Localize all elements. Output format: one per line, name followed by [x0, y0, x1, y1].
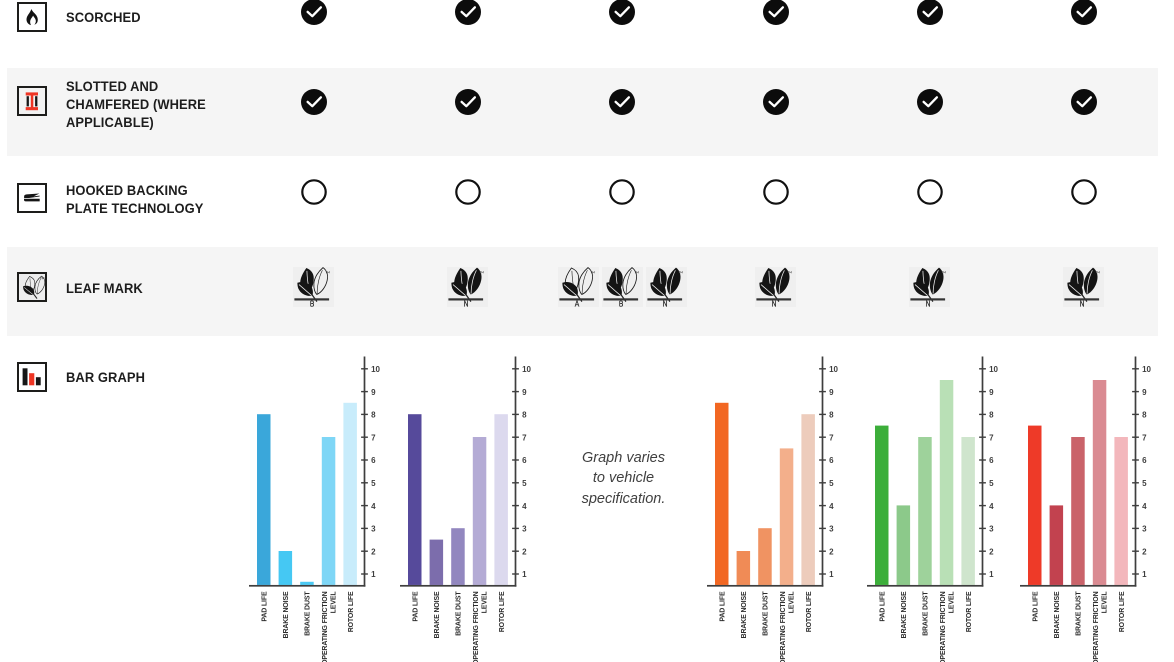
svg-text:OPERATING FRICTION: OPERATING FRICTION	[1093, 591, 1100, 662]
svg-text:LEVEL: LEVEL	[482, 591, 489, 614]
svg-text:3: 3	[1142, 525, 1147, 534]
svg-text:8: 8	[989, 411, 994, 420]
svg-text:BRAKE NOISE: BRAKE NOISE	[901, 591, 908, 638]
svg-text:5: 5	[829, 479, 834, 488]
svg-text:6: 6	[829, 456, 834, 465]
svg-text:4: 4	[1142, 502, 1147, 511]
svg-text:10: 10	[371, 365, 380, 374]
svg-text:10: 10	[522, 365, 531, 374]
svg-text:2: 2	[371, 547, 376, 556]
svg-text:1: 1	[989, 570, 994, 579]
svg-text:1: 1	[522, 570, 527, 579]
svg-text:PAD LIFE: PAD LIFE	[719, 591, 726, 622]
svg-text:OPERATING FRICTION: OPERATING FRICTION	[322, 591, 329, 662]
svg-text:3: 3	[989, 525, 994, 534]
svg-text:8: 8	[371, 411, 376, 420]
svg-text:10: 10	[989, 365, 998, 374]
svg-text:4: 4	[829, 502, 834, 511]
svg-text:PAD LIFE: PAD LIFE	[413, 591, 420, 622]
svg-text:PAD LIFE: PAD LIFE	[879, 591, 886, 622]
svg-text:6: 6	[371, 456, 376, 465]
svg-text:OPERATING FRICTION: OPERATING FRICTION	[473, 591, 480, 662]
svg-text:1: 1	[829, 570, 834, 579]
svg-text:5: 5	[989, 479, 994, 488]
svg-text:5: 5	[522, 479, 527, 488]
svg-text:ROTOR LIFE: ROTOR LIFE	[965, 591, 972, 632]
svg-text:4: 4	[989, 502, 994, 511]
svg-text:3: 3	[371, 525, 376, 534]
svg-text:7: 7	[522, 433, 527, 442]
svg-text:2: 2	[829, 547, 834, 556]
svg-text:8: 8	[522, 411, 527, 420]
svg-text:8: 8	[1142, 411, 1147, 420]
svg-text:7: 7	[829, 433, 834, 442]
svg-text:7: 7	[371, 433, 376, 442]
svg-text:ROTOR LIFE: ROTOR LIFE	[348, 591, 355, 632]
svg-text:4: 4	[522, 502, 527, 511]
svg-text:5: 5	[371, 479, 376, 488]
svg-text:9: 9	[371, 388, 376, 397]
svg-text:1: 1	[371, 570, 376, 579]
svg-text:3: 3	[522, 525, 527, 534]
svg-text:LEVEL: LEVEL	[789, 591, 796, 614]
svg-text:9: 9	[989, 388, 994, 397]
svg-text:OPERATING FRICTION: OPERATING FRICTION	[780, 591, 787, 662]
svg-text:9: 9	[1142, 388, 1147, 397]
svg-text:BRAKE DUST: BRAKE DUST	[763, 591, 770, 636]
svg-text:BRAKE DUST: BRAKE DUST	[1076, 591, 1083, 636]
svg-text:6: 6	[989, 456, 994, 465]
svg-text:LEVEL: LEVEL	[948, 591, 955, 614]
svg-text:5: 5	[1142, 479, 1147, 488]
svg-text:7: 7	[989, 433, 994, 442]
svg-text:ROTOR LIFE: ROTOR LIFE	[499, 591, 506, 632]
svg-text:BRAKE DUST: BRAKE DUST	[456, 591, 463, 636]
svg-text:BRAKE DUST: BRAKE DUST	[305, 591, 312, 636]
svg-text:10: 10	[1142, 365, 1151, 374]
svg-text:ROTOR LIFE: ROTOR LIFE	[1119, 591, 1126, 632]
svg-text:PAD LIFE: PAD LIFE	[262, 591, 269, 622]
svg-text:2: 2	[522, 547, 527, 556]
svg-text:LEVEL: LEVEL	[331, 591, 338, 614]
svg-text:2: 2	[1142, 547, 1147, 556]
svg-text:6: 6	[522, 456, 527, 465]
svg-text:PAD LIFE: PAD LIFE	[1032, 591, 1039, 622]
svg-text:BRAKE NOISE: BRAKE NOISE	[283, 591, 290, 638]
svg-text:9: 9	[829, 388, 834, 397]
svg-text:6: 6	[1142, 456, 1147, 465]
svg-text:1: 1	[1142, 570, 1147, 579]
svg-text:9: 9	[522, 388, 527, 397]
svg-text:7: 7	[1142, 433, 1147, 442]
svg-text:BRAKE NOISE: BRAKE NOISE	[1054, 591, 1061, 638]
svg-text:OPERATING FRICTION: OPERATING FRICTION	[939, 591, 946, 662]
svg-text:10: 10	[829, 365, 838, 374]
svg-text:2: 2	[989, 547, 994, 556]
svg-text:3: 3	[829, 525, 834, 534]
svg-text:BRAKE NOISE: BRAKE NOISE	[741, 591, 748, 638]
svg-text:BRAKE DUST: BRAKE DUST	[922, 591, 929, 636]
svg-text:BRAKE NOISE: BRAKE NOISE	[434, 591, 441, 638]
svg-text:8: 8	[829, 411, 834, 420]
svg-text:4: 4	[371, 502, 376, 511]
svg-text:ROTOR LIFE: ROTOR LIFE	[806, 591, 813, 632]
svg-text:LEVEL: LEVEL	[1102, 591, 1109, 614]
